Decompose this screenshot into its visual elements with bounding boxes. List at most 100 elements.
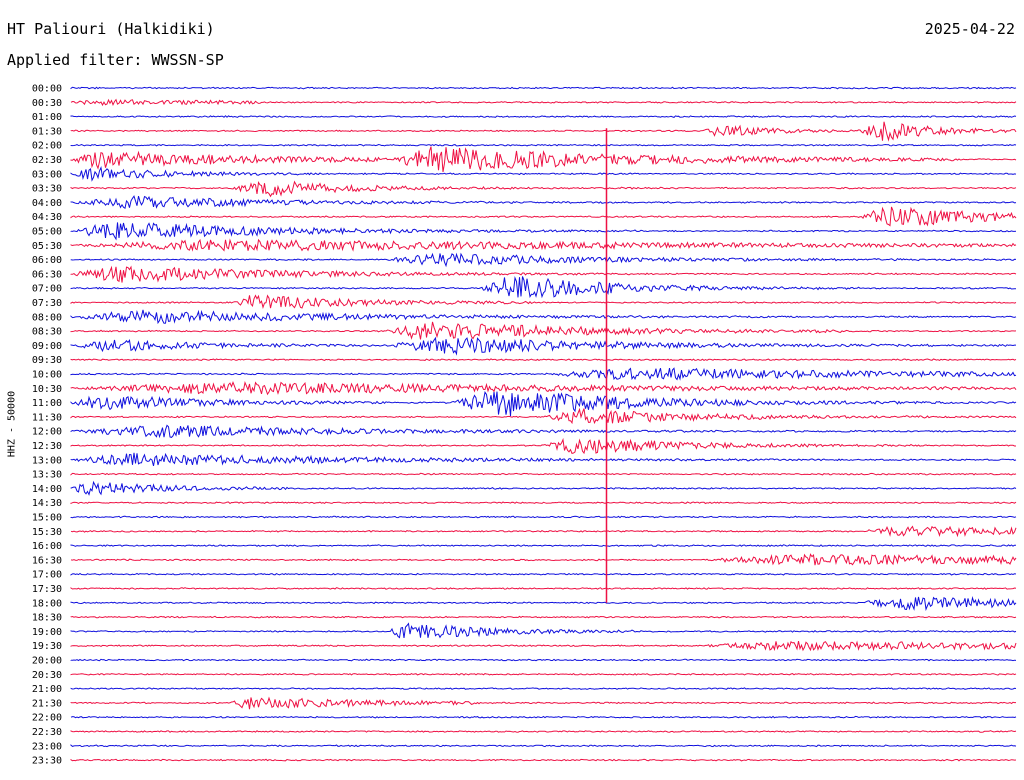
time-tick-label: 14:30 [32,498,62,509]
seismogram-trace [70,276,1017,299]
seismogram-trace [70,265,1017,283]
time-tick-label: 12:30 [32,441,62,452]
seismogram-trace [70,587,1017,590]
seismogram-trace [70,472,1017,476]
time-tick-label: 05:30 [32,241,62,252]
time-tick-label: 07:00 [32,284,62,295]
seismogram-trace [70,143,1017,147]
time-tick-label: 15:00 [32,513,62,524]
time-tick-label: 06:30 [32,269,62,280]
seismogram-trace [70,336,1016,356]
time-tick-label: 06:00 [32,255,62,266]
time-tick-label: 01:00 [32,112,62,123]
seismogram-trace [70,424,1017,439]
time-tick-label: 05:00 [32,227,62,238]
time-tick-label: 22:00 [32,713,62,724]
seismogram-trace [70,672,1017,676]
seismogram-trace [70,615,1017,619]
seismogram-trace [70,121,1017,142]
time-tick-label: 16:30 [32,555,62,566]
time-tick-label: 13:30 [32,470,62,481]
seismogram-trace [70,715,1017,719]
seismogram-trace [70,544,1017,547]
seismogram-trace [70,180,1017,198]
seismogram-trace [70,98,1017,107]
time-tick-label: 09:30 [32,355,62,366]
seismogram-trace [70,687,1017,690]
seismogram-trace [70,452,1017,467]
time-tick-label: 04:30 [32,212,62,223]
time-tick-label: 01:30 [32,126,62,137]
seismogram-trace [70,222,1017,241]
time-tick-label: 14:00 [32,484,62,495]
seismogram-trace [70,115,1017,118]
time-tick-label: 03:00 [32,169,62,180]
seismogram-trace [70,358,1017,362]
time-tick-label: 22:30 [32,727,62,738]
seismogram-trace [70,86,1017,90]
seismogram-trace [70,640,1017,652]
seismogram-trace [70,515,1017,519]
seismogram-trace [70,195,1017,209]
seismogram-trace [70,367,1017,381]
time-tick-label: 19:00 [32,627,62,638]
time-tick-label: 11:30 [32,412,62,423]
seismogram-trace [70,501,1017,505]
seismogram-trace [70,238,1017,252]
time-tick-label: 08:30 [32,327,62,338]
time-tick-label: 04:00 [32,198,62,209]
time-tick-label: 02:30 [32,155,62,166]
time-tick-label: 20:00 [32,656,62,667]
time-tick-label: 17:00 [32,570,62,581]
time-tick-label: 10:00 [32,370,62,381]
time-tick-label: 15:30 [32,527,62,538]
time-tick-label: 19:30 [32,641,62,652]
time-tick-label: 07:30 [32,298,62,309]
time-tick-label: 09:00 [32,341,62,352]
seismogram-trace [70,437,1016,455]
seismogram-trace [70,380,1017,396]
time-tick-label: 08:00 [32,312,62,323]
time-tick-label: 23:30 [32,756,62,767]
seismogram-trace [70,252,1017,268]
date-label: 2025-04-22 [924,20,1015,38]
seismogram-trace [70,525,1017,538]
time-tick-label: 21:30 [32,698,62,709]
time-tick-label: 00:30 [32,98,62,109]
seismogram-trace [70,758,1017,762]
seismogram-trace [70,622,1017,639]
time-tick-label: 16:00 [32,541,62,552]
station-title: HT Paliouri (Halkidiki) [7,20,215,38]
time-tick-label: 18:00 [32,598,62,609]
time-tick-label: 11:00 [32,398,62,409]
time-tick-label: 03:30 [32,184,62,195]
seismogram-trace [70,572,1017,576]
time-tick-label: 17:30 [32,584,62,595]
seismogram-trace [70,744,1017,748]
seismogram-trace [70,480,1017,496]
time-tick-label: 02:00 [32,141,62,152]
seismogram-trace [70,321,1017,340]
seismogram-trace [70,730,1017,733]
filter-label: Applied filter: WWSSN-SP [7,51,224,69]
seismogram-trace [70,553,1017,566]
time-tick-label: 12:00 [32,427,62,438]
seismogram-trace [70,146,1017,173]
seismogram-trace [70,206,1017,227]
time-tick-label: 00:00 [32,84,62,95]
time-tick-label: 13:00 [32,455,62,466]
time-tick-label: 23:00 [32,741,62,752]
time-tick-label: 10:30 [32,384,62,395]
seismogram-trace [70,309,1017,325]
seismogram-trace [70,696,1016,710]
seismogram-trace [70,595,1017,612]
seismogram-trace [70,407,1017,425]
seismogram-trace [70,166,1017,182]
seismogram-trace [70,658,1017,662]
time-tick-label: 21:00 [32,684,62,695]
seismogram-trace [70,294,1017,310]
seismogram-trace [70,391,1017,417]
time-tick-label: 18:30 [32,613,62,624]
time-tick-label: 20:30 [32,670,62,681]
